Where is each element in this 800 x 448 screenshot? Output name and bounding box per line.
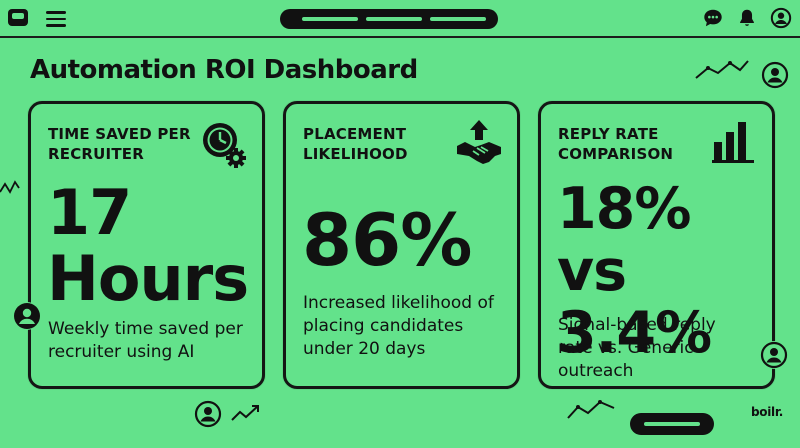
avatar-icon bbox=[13, 302, 41, 330]
trend-arrow-icon bbox=[231, 405, 259, 421]
big-value: 18% vs 3.4% bbox=[557, 176, 712, 366]
user-profile-icon[interactable] bbox=[770, 7, 792, 29]
squiggle-icon bbox=[0, 180, 20, 194]
reply-rate-card: REPLY RATE COMPARISON 18% vs 3.4% Signal… bbox=[538, 101, 775, 389]
bottom-pill[interactable] bbox=[630, 413, 714, 435]
page-title: Automation ROI Dashboard bbox=[30, 55, 418, 85]
time-saved-card: TIME SAVED PER RECRUITER 17 Hours Weekly… bbox=[28, 101, 265, 389]
avatar-icon bbox=[194, 400, 222, 428]
top-icons bbox=[702, 7, 792, 29]
big-value: 86% bbox=[302, 198, 472, 282]
nav-pill[interactable] bbox=[280, 9, 498, 29]
bar-chart-icon bbox=[712, 122, 754, 163]
bell-icon[interactable] bbox=[736, 7, 758, 29]
card-title: TIME SAVED PER RECRUITER bbox=[48, 125, 191, 163]
trend-line-icon bbox=[695, 60, 749, 79]
chat-icon[interactable] bbox=[702, 7, 724, 29]
top-bar bbox=[0, 0, 800, 38]
menu-icon[interactable] bbox=[46, 11, 66, 27]
big-value: 17 Hours bbox=[47, 176, 249, 315]
card-description: Weekly time saved per recruiter using AI bbox=[48, 319, 243, 362]
brand-logo: boilr. bbox=[751, 405, 784, 419]
handshake-icon bbox=[457, 120, 501, 164]
avatar-icon bbox=[760, 341, 788, 369]
card-title: PLACEMENT LIKELIHOOD bbox=[303, 125, 408, 163]
placement-likelihood-card: PLACEMENT LIKELIHOOD 86% Increased likel… bbox=[283, 101, 520, 389]
card-description: Signal-based reply rate vs. Generic outr… bbox=[558, 315, 716, 381]
trend-line-icon bbox=[567, 400, 615, 419]
avatar-icon bbox=[761, 61, 789, 89]
card-description: Increased likelihood of placing candidat… bbox=[303, 293, 494, 359]
app-logo-icon[interactable] bbox=[8, 9, 28, 26]
clock-gear-icon bbox=[203, 123, 246, 168]
card-title: REPLY RATE COMPARISON bbox=[558, 125, 674, 163]
